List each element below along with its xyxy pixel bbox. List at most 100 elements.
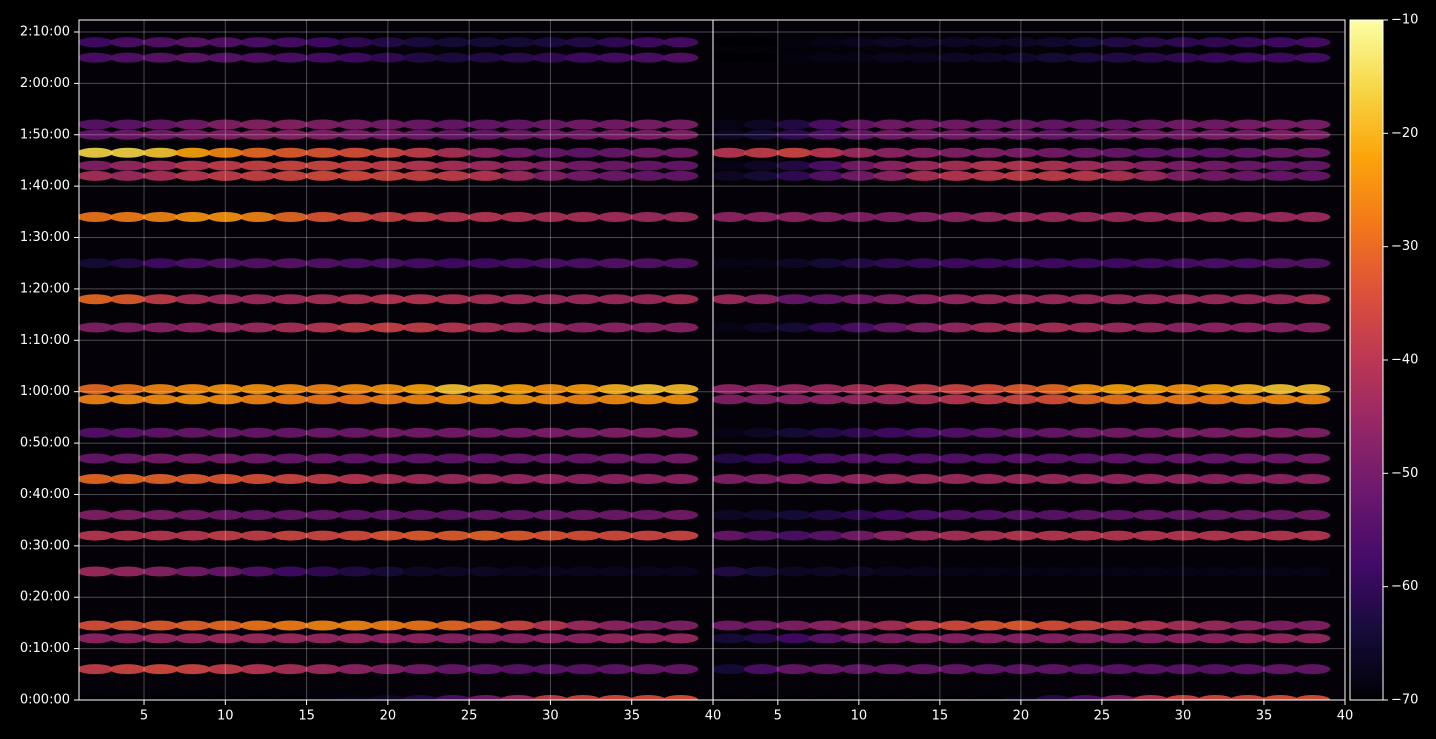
cell bbox=[565, 37, 601, 48]
cell bbox=[304, 510, 341, 521]
cell bbox=[841, 530, 877, 541]
cell bbox=[662, 211, 699, 222]
cell bbox=[435, 258, 471, 269]
cell bbox=[369, 474, 406, 485]
cell bbox=[500, 474, 536, 485]
cell bbox=[662, 453, 699, 464]
cell bbox=[109, 322, 146, 333]
cell bbox=[1003, 510, 1039, 521]
cell bbox=[500, 384, 536, 395]
cell bbox=[1003, 160, 1039, 171]
cell bbox=[239, 664, 276, 675]
cell bbox=[743, 384, 780, 395]
cell bbox=[1165, 384, 1201, 395]
cell bbox=[1132, 633, 1169, 644]
cell bbox=[532, 119, 569, 130]
cell bbox=[873, 384, 910, 395]
cell bbox=[713, 566, 748, 577]
cell bbox=[435, 633, 471, 644]
cell bbox=[435, 664, 471, 675]
cell bbox=[500, 147, 536, 158]
cell bbox=[304, 566, 341, 577]
cell bbox=[565, 394, 601, 405]
cell bbox=[1197, 211, 1234, 222]
cell bbox=[109, 566, 146, 577]
cell bbox=[905, 633, 942, 644]
y-tick-label: 1:00:00 bbox=[20, 384, 70, 399]
cell bbox=[1262, 664, 1299, 675]
cell bbox=[272, 664, 309, 675]
cell bbox=[109, 427, 146, 438]
x-tick-label: 25 bbox=[461, 709, 478, 724]
cell bbox=[435, 52, 471, 63]
cell bbox=[142, 384, 179, 395]
cell bbox=[1229, 427, 1266, 438]
cell bbox=[776, 384, 812, 395]
cell bbox=[776, 147, 812, 158]
cell bbox=[1003, 566, 1039, 577]
cell bbox=[1100, 620, 1136, 631]
cell bbox=[938, 664, 974, 675]
cell bbox=[970, 427, 1007, 438]
cell bbox=[1035, 119, 1072, 130]
cell bbox=[938, 258, 974, 269]
cell bbox=[369, 119, 406, 130]
cell bbox=[467, 119, 504, 130]
cell bbox=[142, 129, 179, 140]
cell bbox=[304, 427, 341, 438]
cell bbox=[1003, 294, 1039, 305]
cell bbox=[1100, 453, 1136, 464]
cell bbox=[1035, 566, 1072, 577]
cell bbox=[713, 160, 748, 171]
cell bbox=[1067, 530, 1104, 541]
y-tick-label: 0:30:00 bbox=[20, 538, 70, 553]
cell bbox=[776, 453, 812, 464]
cell bbox=[776, 394, 812, 405]
cell bbox=[1003, 52, 1039, 63]
cell bbox=[1132, 394, 1169, 405]
cell bbox=[841, 119, 877, 130]
cell bbox=[532, 52, 569, 63]
cell bbox=[207, 474, 244, 485]
cell bbox=[743, 37, 780, 48]
cell bbox=[938, 427, 974, 438]
cell bbox=[109, 37, 146, 48]
cell bbox=[1035, 427, 1072, 438]
cell bbox=[565, 170, 601, 181]
cell bbox=[174, 129, 211, 140]
cell bbox=[500, 129, 536, 140]
cell bbox=[1132, 211, 1169, 222]
cell bbox=[79, 258, 114, 269]
cell bbox=[808, 119, 845, 130]
cell bbox=[662, 322, 699, 333]
cell bbox=[808, 160, 845, 171]
cell bbox=[207, 129, 244, 140]
cell bbox=[743, 129, 780, 140]
cell bbox=[109, 384, 146, 395]
cell bbox=[713, 620, 748, 631]
x-tick-label: 10 bbox=[217, 709, 234, 724]
cell bbox=[938, 322, 974, 333]
cell bbox=[337, 294, 374, 305]
cell bbox=[841, 394, 877, 405]
cell bbox=[873, 664, 910, 675]
cell bbox=[337, 258, 374, 269]
cell bbox=[142, 170, 179, 181]
cell bbox=[597, 37, 634, 48]
cell bbox=[402, 160, 439, 171]
cell bbox=[1067, 664, 1104, 675]
cell bbox=[713, 530, 748, 541]
cell bbox=[174, 474, 211, 485]
cell bbox=[970, 384, 1007, 395]
cell bbox=[841, 211, 877, 222]
cell bbox=[1035, 474, 1072, 485]
cell bbox=[1100, 695, 1136, 700]
cell bbox=[597, 620, 634, 631]
cell bbox=[970, 322, 1007, 333]
cell bbox=[1132, 427, 1169, 438]
cell bbox=[174, 384, 211, 395]
cell bbox=[207, 160, 244, 171]
cell bbox=[174, 633, 211, 644]
cell bbox=[435, 129, 471, 140]
cell bbox=[1003, 474, 1039, 485]
